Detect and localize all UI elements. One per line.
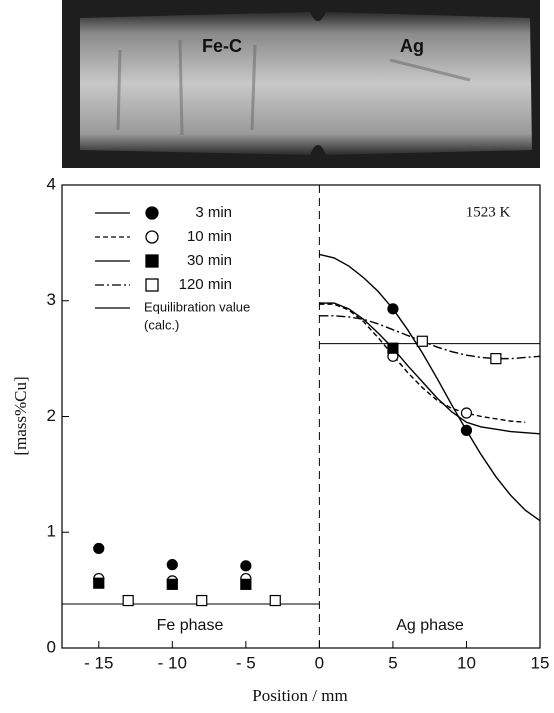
legend-label: 3 min (195, 204, 232, 221)
legend-label: 30 min (187, 252, 232, 269)
x-tick-label: 10 (457, 653, 476, 672)
x-tick-label: - 15 (84, 653, 113, 672)
data-point (417, 336, 427, 346)
legend-marker (146, 255, 158, 267)
page: {"photo": {"labels": ["Fe-C", "Ag"]}, "c… (0, 0, 554, 713)
data-point (491, 354, 501, 364)
data-point (94, 578, 104, 588)
x-tick-label: 15 (531, 653, 550, 672)
data-point (388, 343, 398, 353)
legend-label: Equilibration value (144, 299, 250, 314)
y-tick-label: 1 (47, 522, 56, 541)
data-point (388, 304, 398, 314)
photo-label: Fe-C (202, 36, 242, 56)
photo-label: Ag (400, 36, 424, 56)
data-point (270, 596, 280, 606)
x-tick-label: 5 (388, 653, 397, 672)
legend-marker (146, 231, 158, 243)
x-tick-label: - 10 (158, 653, 187, 672)
figure: Fe-C Ag Position / mm [mass%Cu] 1523 K F… (0, 0, 554, 713)
annotation: Ag phase (396, 617, 464, 634)
data-point (197, 596, 207, 606)
y-axis-label: [mass%Cu] (11, 376, 30, 455)
annotation: Fe phase (157, 617, 224, 634)
legend-marker (146, 207, 158, 219)
data-point (461, 425, 471, 435)
legend-label: 10 min (187, 228, 232, 245)
fit-curve (319, 303, 540, 434)
annotation: 1523 K (466, 204, 511, 220)
data-point (241, 579, 251, 589)
fit-curve (319, 254, 540, 520)
x-tick-label: 0 (315, 653, 324, 672)
photo (62, 0, 540, 168)
data-point (241, 561, 251, 571)
data-point (94, 543, 104, 553)
y-tick-label: 0 (47, 637, 56, 656)
legend-label: 120 min (179, 276, 232, 293)
y-tick-label: 2 (47, 406, 56, 425)
fit-curve (319, 316, 540, 359)
data-point (167, 579, 177, 589)
x-axis-label: Position / mm (252, 686, 347, 705)
y-tick-label: 3 (47, 290, 56, 309)
data-point (167, 560, 177, 570)
data-point (123, 596, 133, 606)
legend-label: (calc.) (144, 317, 179, 332)
legend-marker (146, 279, 158, 291)
y-tick-label: 4 (47, 174, 56, 193)
sample (80, 12, 532, 155)
data-point (461, 408, 471, 418)
x-tick-label: - 5 (236, 653, 256, 672)
